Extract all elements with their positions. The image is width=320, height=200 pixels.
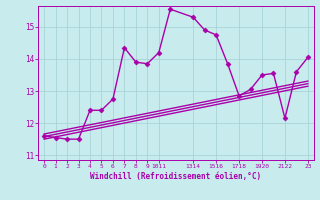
X-axis label: Windchill (Refroidissement éolien,°C): Windchill (Refroidissement éolien,°C): [91, 172, 261, 181]
